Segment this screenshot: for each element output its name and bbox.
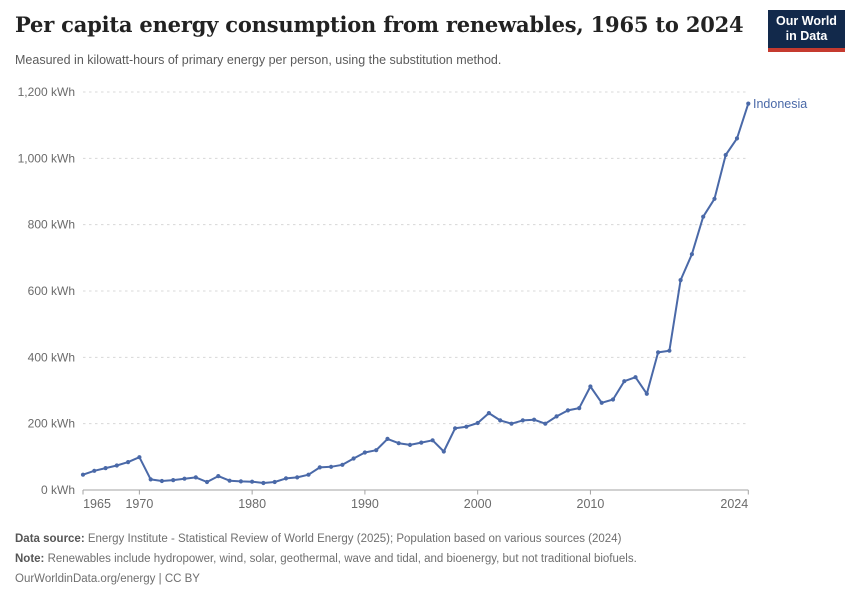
data-point-marker[interactable] [656,350,661,355]
data-point-marker[interactable] [543,421,548,426]
data-point-marker[interactable] [216,474,221,479]
note-line: Note: Renewables include hydropower, win… [15,549,835,569]
data-point-marker[interactable] [137,455,142,460]
data-source-text: Energy Institute - Statistical Review of… [84,533,622,545]
data-point-marker[interactable] [272,479,277,485]
data-point-marker[interactable] [238,479,243,484]
data-point-marker[interactable] [441,449,446,454]
y-tick-label: 400 kWh [28,350,75,364]
license-label: CC BY [164,573,200,585]
data-point-marker[interactable] [362,450,367,455]
data-point-marker[interactable] [114,463,119,468]
data-point-marker[interactable] [317,465,322,470]
data-point-marker[interactable] [92,468,97,473]
y-tick-label: 800 kWh [28,218,75,232]
y-tick-label: 600 kWh [28,284,75,298]
data-point-marker[interactable] [532,417,537,422]
data-point-marker[interactable] [171,478,176,483]
data-point-marker[interactable] [148,477,153,482]
trend-line[interactable] [80,101,751,486]
data-point-marker[interactable] [283,476,289,481]
data-point-marker[interactable] [261,480,266,486]
owid-logo-line2: in Data [785,29,828,43]
data-point-marker[interactable] [667,348,672,353]
x-tick-label: 1970 [125,497,153,511]
data-point-marker[interactable] [126,460,131,465]
data-point-marker[interactable] [689,252,695,257]
data-point-marker[interactable] [712,196,717,201]
owid-energy-link[interactable]: OurWorldinData.org/energy [15,573,156,585]
x-tick-label: 2010 [577,497,605,511]
data-point-marker[interactable] [734,136,740,141]
chart-footer: Data source: Energy Institute - Statisti… [15,529,835,589]
data-point-marker[interactable] [329,464,334,469]
data-point-marker[interactable] [193,475,198,480]
data-point-marker[interactable] [204,479,210,485]
data-point-marker[interactable] [182,476,187,481]
data-point-marker[interactable] [644,391,649,396]
x-tick-label: 1980 [238,497,266,511]
data-source-line: Data source: Energy Institute - Statisti… [15,529,835,549]
x-tick-label: 1990 [351,497,379,511]
data-point-marker[interactable] [396,441,401,446]
data-point-marker[interactable] [486,411,491,416]
note-text: Renewables include hydropower, wind, sol… [44,553,637,565]
x-tick-label: 2000 [464,497,492,511]
data-point-marker[interactable] [419,440,424,445]
data-point-marker[interactable] [678,278,683,283]
data-point-marker[interactable] [622,379,627,384]
y-axis-labels: 0 kWh 200 kWh 400 kWh 600 kWh 800 kWh 1,000 k… [18,85,75,497]
data-point-marker[interactable] [577,406,582,411]
page-title: Per capita energy consumption from renew… [15,12,744,37]
y-tick-label: 1,000 kWh [18,151,75,165]
y-tick-label: 1,200 kWh [18,85,75,99]
data-point-marker[interactable] [351,456,356,461]
gridlines [83,91,749,491]
data-point-marker[interactable] [498,418,503,423]
citation-separator: | [155,573,165,585]
y-tick-label: 200 kWh [28,417,75,431]
data-point-marker[interactable] [407,442,413,447]
data-point-marker[interactable] [746,101,751,106]
data-point-marker[interactable] [723,152,728,158]
data-point-marker[interactable] [159,478,164,484]
data-point-marker[interactable] [306,472,311,477]
data-point-marker[interactable] [453,426,458,431]
data-point-marker[interactable] [340,462,345,467]
data-point-marker[interactable] [227,478,232,483]
data-point-marker[interactable] [520,418,525,423]
data-point-marker[interactable] [295,475,300,480]
data-point-marker[interactable] [374,448,379,453]
x-axis: 1965 1970 1980 1990 2000 2010 2024 [82,490,749,511]
owid-logo-line1: Our World [776,14,837,28]
data-point-marker[interactable] [610,397,616,402]
note-label: Note: [15,553,45,565]
data-point-marker[interactable] [588,384,593,389]
data-point-marker[interactable] [385,436,390,441]
data-point-marker[interactable] [599,400,604,405]
data-point-marker[interactable] [509,421,514,426]
data-point-marker[interactable] [464,424,469,429]
data-point-marker[interactable] [80,472,86,477]
data-point-marker[interactable] [565,408,571,413]
owid-logo[interactable]: Our World in Data [768,10,845,52]
series-label-indonesia[interactable]: Indonesia [753,97,807,111]
data-point-marker[interactable] [430,438,435,443]
y-tick-label: 0 kWh [41,483,75,497]
data-point-marker[interactable] [103,466,108,471]
data-point-marker[interactable] [701,214,706,219]
data-point-marker[interactable] [633,375,638,380]
data-point-marker[interactable] [475,420,480,426]
data-point-marker[interactable] [250,479,255,484]
x-tick-label: 2024 [720,497,748,511]
chart-subtitle: Measured in kilowatt-hours of primary en… [15,53,502,67]
citation-line: OurWorldinData.org/energy | CC BY [15,569,835,589]
data-source-label: Data source: [15,533,85,545]
data-point-marker[interactable] [554,414,559,419]
trend-line-path[interactable] [82,102,750,484]
x-tick-label: 1965 [83,497,111,511]
